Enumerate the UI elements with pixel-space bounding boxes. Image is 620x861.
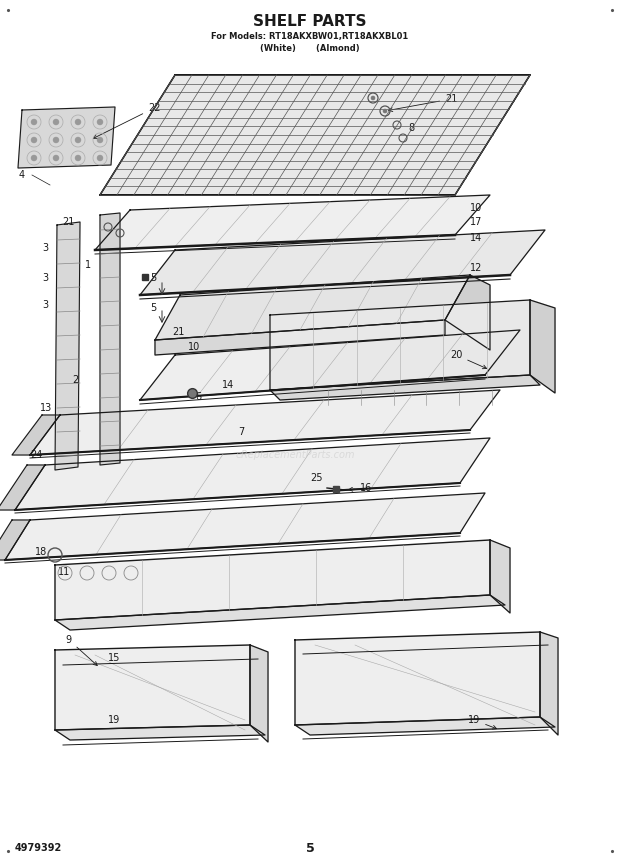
Text: 3: 3 <box>42 273 48 283</box>
Polygon shape <box>15 438 490 510</box>
Circle shape <box>97 155 103 161</box>
Polygon shape <box>30 390 500 455</box>
Circle shape <box>53 119 59 125</box>
Text: 2: 2 <box>72 375 78 385</box>
Text: 19: 19 <box>108 715 120 725</box>
Text: 5: 5 <box>306 841 314 854</box>
Text: 8: 8 <box>408 123 414 133</box>
Polygon shape <box>540 632 558 735</box>
Text: 21: 21 <box>389 94 458 112</box>
Text: eReplacementParts.com: eReplacementParts.com <box>235 450 355 460</box>
Circle shape <box>97 119 103 125</box>
Circle shape <box>75 119 81 125</box>
Text: 4: 4 <box>19 170 25 180</box>
Polygon shape <box>250 645 268 742</box>
Circle shape <box>31 155 37 161</box>
Text: SHELF PARTS: SHELF PARTS <box>253 15 367 29</box>
Polygon shape <box>55 595 505 630</box>
Polygon shape <box>490 540 510 613</box>
Circle shape <box>53 155 59 161</box>
Circle shape <box>53 137 59 143</box>
Polygon shape <box>0 465 45 510</box>
Circle shape <box>97 137 103 143</box>
Circle shape <box>383 109 387 113</box>
Polygon shape <box>445 275 490 350</box>
Text: 5: 5 <box>150 273 156 283</box>
Text: 3: 3 <box>42 300 48 310</box>
Text: 1: 1 <box>85 260 91 270</box>
Text: 16: 16 <box>348 483 372 493</box>
Polygon shape <box>5 493 485 560</box>
Text: 10: 10 <box>188 342 200 352</box>
Text: 10: 10 <box>470 203 482 213</box>
Polygon shape <box>140 230 545 295</box>
Polygon shape <box>100 213 120 465</box>
Text: 13: 13 <box>40 403 52 413</box>
Polygon shape <box>530 300 555 393</box>
Polygon shape <box>100 75 530 195</box>
Text: 21: 21 <box>62 217 74 227</box>
Text: 21: 21 <box>172 327 184 337</box>
Polygon shape <box>12 415 60 455</box>
Text: 7: 7 <box>238 427 244 437</box>
Polygon shape <box>55 540 490 620</box>
Polygon shape <box>0 520 30 560</box>
Polygon shape <box>155 275 470 340</box>
Polygon shape <box>295 632 540 725</box>
Text: 18: 18 <box>35 547 47 557</box>
Circle shape <box>371 96 375 100</box>
Polygon shape <box>95 195 490 250</box>
Text: 17: 17 <box>470 217 482 227</box>
Text: 5: 5 <box>150 303 156 313</box>
Text: 4979392: 4979392 <box>15 843 62 853</box>
Polygon shape <box>55 222 80 470</box>
Polygon shape <box>140 330 520 400</box>
Polygon shape <box>295 717 555 735</box>
Text: (White)       (Almond): (White) (Almond) <box>260 44 360 53</box>
Polygon shape <box>270 300 530 390</box>
Circle shape <box>75 137 81 143</box>
Text: 15: 15 <box>108 653 120 663</box>
Polygon shape <box>155 320 445 355</box>
Polygon shape <box>55 645 250 730</box>
Polygon shape <box>270 375 540 400</box>
Circle shape <box>31 137 37 143</box>
Circle shape <box>75 155 81 161</box>
Text: 25: 25 <box>310 473 322 483</box>
Text: 14: 14 <box>470 233 482 243</box>
Circle shape <box>31 119 37 125</box>
Text: 19: 19 <box>468 715 497 729</box>
Text: 20: 20 <box>450 350 487 369</box>
Text: 24: 24 <box>30 450 42 460</box>
Polygon shape <box>18 107 115 168</box>
Text: 14: 14 <box>222 380 234 390</box>
Text: For Models: RT18AKXBW01,RT18AKXBL01: For Models: RT18AKXBW01,RT18AKXBL01 <box>211 32 409 40</box>
Text: 6: 6 <box>195 392 201 402</box>
Text: 12: 12 <box>470 263 482 273</box>
Text: 9: 9 <box>66 635 97 666</box>
Text: 22: 22 <box>94 103 161 139</box>
Text: 3: 3 <box>42 243 48 253</box>
Text: 11: 11 <box>58 567 70 577</box>
Polygon shape <box>55 725 265 740</box>
